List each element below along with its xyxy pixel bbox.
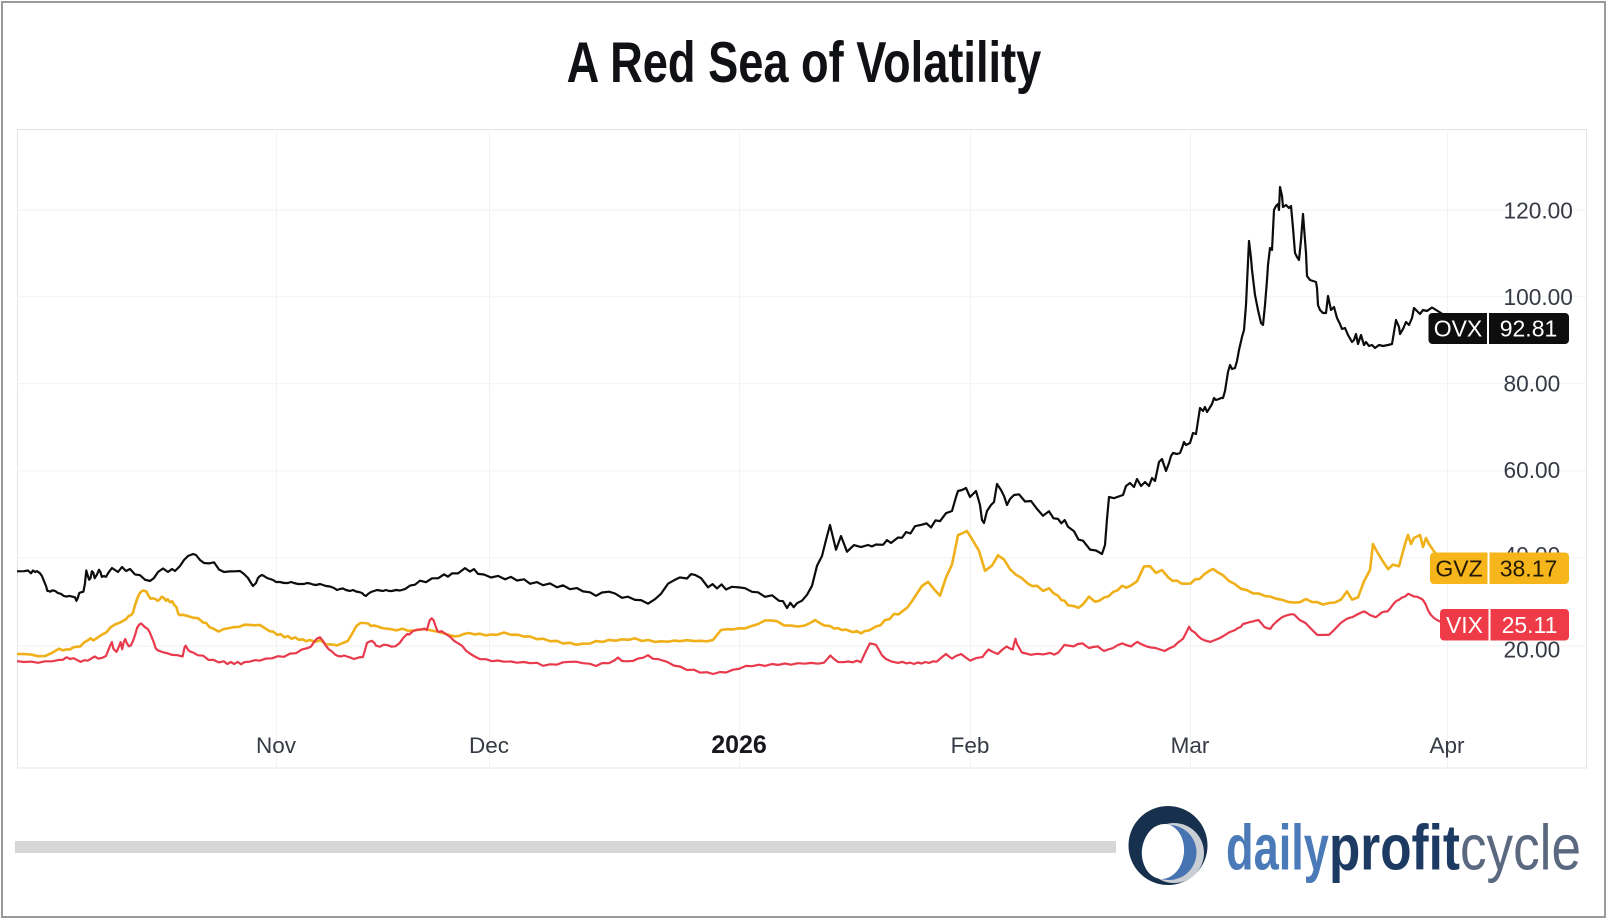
svg-text:Dec: Dec: [469, 733, 509, 758]
svg-text:Feb: Feb: [951, 733, 990, 758]
svg-text:Nov: Nov: [256, 733, 297, 758]
svg-text:GVZ: GVZ: [1435, 556, 1482, 582]
svg-text:profit: profit: [1329, 813, 1460, 884]
svg-text:80.00: 80.00: [1504, 371, 1561, 397]
svg-text:38.17: 38.17: [1500, 556, 1558, 582]
svg-text:VIX: VIX: [1446, 612, 1483, 638]
svg-text:Mar: Mar: [1171, 733, 1210, 758]
svg-text:cycle: cycle: [1460, 813, 1581, 884]
svg-text:Apr: Apr: [1429, 733, 1465, 758]
svg-text:20.00: 20.00: [1504, 636, 1561, 662]
svg-text:daily: daily: [1226, 812, 1329, 884]
svg-text:25.11: 25.11: [1502, 612, 1558, 638]
svg-text:2026: 2026: [711, 731, 767, 759]
svg-text:92.81: 92.81: [1500, 316, 1558, 342]
svg-text:OVX: OVX: [1434, 316, 1483, 342]
svg-text:100.00: 100.00: [1504, 284, 1573, 310]
svg-text:60.00: 60.00: [1504, 457, 1561, 483]
svg-text:120.00: 120.00: [1504, 197, 1573, 223]
